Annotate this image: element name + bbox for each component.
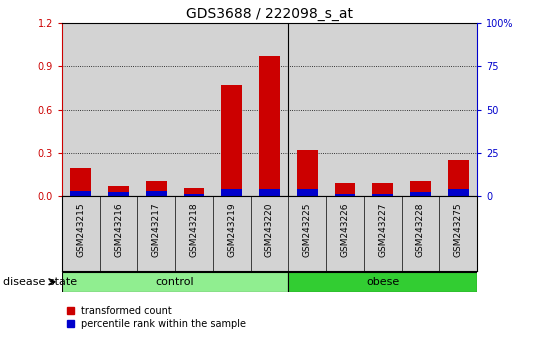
Text: GSM243228: GSM243228 <box>416 202 425 257</box>
Bar <box>71 191 91 196</box>
Bar <box>184 188 204 196</box>
Legend: transformed count, percentile rank within the sample: transformed count, percentile rank withi… <box>67 306 246 329</box>
Text: GSM243275: GSM243275 <box>454 202 462 257</box>
Bar <box>335 183 355 196</box>
Bar <box>108 186 129 196</box>
Bar <box>372 183 393 196</box>
Bar <box>108 192 129 196</box>
Bar <box>222 85 242 196</box>
Text: obese: obese <box>366 277 399 287</box>
Text: GSM243226: GSM243226 <box>341 202 349 257</box>
Bar <box>372 194 393 196</box>
Text: GSM243227: GSM243227 <box>378 202 387 257</box>
Bar <box>71 167 91 196</box>
Text: control: control <box>156 277 195 287</box>
Text: GSM243225: GSM243225 <box>303 202 312 257</box>
Text: GSM243215: GSM243215 <box>77 202 85 257</box>
Bar <box>335 194 355 196</box>
Bar <box>259 56 280 196</box>
Bar <box>410 181 431 196</box>
Bar <box>259 189 280 196</box>
Title: GDS3688 / 222098_s_at: GDS3688 / 222098_s_at <box>186 7 353 21</box>
Bar <box>146 191 167 196</box>
Bar <box>288 272 477 292</box>
Bar <box>146 181 167 196</box>
Bar <box>410 192 431 196</box>
Bar <box>62 272 288 292</box>
Text: GSM243218: GSM243218 <box>190 202 198 257</box>
Text: disease state: disease state <box>3 277 77 287</box>
Text: GSM243219: GSM243219 <box>227 202 236 257</box>
Bar <box>448 160 468 196</box>
Text: GSM243217: GSM243217 <box>152 202 161 257</box>
Bar <box>297 189 317 196</box>
Bar <box>222 189 242 196</box>
Bar <box>184 194 204 196</box>
Bar <box>448 189 468 196</box>
Bar <box>297 150 317 196</box>
Text: GSM243220: GSM243220 <box>265 202 274 257</box>
Text: GSM243216: GSM243216 <box>114 202 123 257</box>
